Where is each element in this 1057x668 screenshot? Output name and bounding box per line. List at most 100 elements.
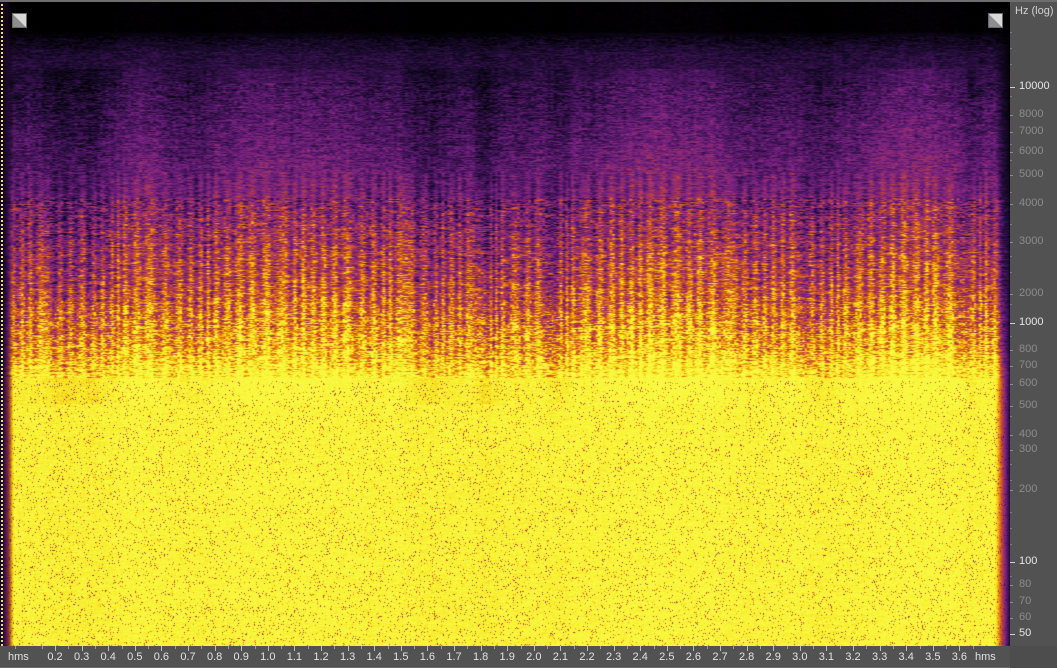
freq-tick-mark	[1010, 64, 1012, 65]
freq-tick-label: 3000	[1019, 235, 1044, 247]
resize-grip-top-left-icon[interactable]	[12, 13, 27, 28]
time-tick-mark	[454, 646, 455, 651]
time-tick-label: 3.3	[871, 651, 888, 663]
time-tick-mark	[347, 646, 349, 651]
time-tick-label: 2.6	[685, 651, 702, 663]
freq-tick-mark	[1010, 304, 1012, 305]
freq-tick-mark	[1010, 96, 1012, 97]
time-tick-mark	[400, 646, 402, 651]
freq-tick-mark	[1010, 152, 1013, 153]
time-tick-mark	[919, 646, 921, 649]
freq-tick-label: 500	[1019, 399, 1038, 411]
time-tick-mark	[946, 646, 948, 649]
freq-tick-label: 60	[1019, 611, 1032, 623]
time-tick-mark	[467, 646, 469, 649]
time-tick-mark	[640, 646, 642, 651]
spectrogram-canvas[interactable]	[0, 2, 1010, 646]
freq-tick-mark	[1010, 528, 1012, 529]
time-tick-mark	[520, 646, 522, 649]
freq-tick-label: 10000	[1019, 80, 1050, 92]
time-tick-mark	[879, 646, 881, 651]
time-tick-mark	[321, 646, 322, 651]
freq-tick-label: 50	[1019, 627, 1032, 639]
time-tick-label: 3.1	[818, 651, 835, 663]
freq-tick-label: 600	[1019, 377, 1038, 389]
freq-tick-label: 8000	[1019, 108, 1044, 120]
time-tick-label: 2.1	[552, 651, 569, 663]
freq-tick-label: 7000	[1019, 125, 1044, 137]
freq-tick-mark	[1010, 416, 1012, 417]
freq-tick-label: 800	[1019, 343, 1038, 355]
time-tick-mark	[853, 646, 854, 651]
time-tick-mark	[693, 646, 695, 651]
time-ruler-unit-right: hms	[975, 651, 996, 663]
time-tick-mark	[866, 646, 868, 649]
time-tick-mark	[294, 646, 296, 651]
time-tick-mark	[720, 646, 721, 651]
time-tick-label: 1.8	[472, 651, 489, 663]
freq-tick-label: 400	[1019, 428, 1038, 440]
freq-tick-mark	[1010, 160, 1012, 161]
time-ruler[interactable]: hms hms 0.2 0.3 0.4 0.5 0.6 0.7 0.8 0.9 1.0 1.1 1.…	[0, 646, 1010, 668]
time-tick-mark	[334, 646, 336, 649]
freq-tick-mark	[1010, 585, 1013, 586]
time-tick-mark	[932, 646, 934, 651]
frequency-axis-panel[interactable]: Hz (log) 10000 8000 7000 6000 5000 4000 3000 20…	[1010, 0, 1057, 646]
time-tick-mark	[759, 646, 761, 649]
time-tick-mark	[81, 646, 83, 651]
time-ruler-unit-left: hms	[8, 651, 29, 663]
time-tick-mark	[227, 646, 229, 649]
time-tick-label: 1.6	[419, 651, 436, 663]
time-tick-mark	[587, 646, 588, 651]
freq-tick-mark	[1010, 602, 1013, 603]
freq-tick-mark	[1010, 294, 1013, 295]
freq-tick-label: 80	[1019, 578, 1032, 590]
time-tick-label: 3.4	[898, 651, 914, 663]
time-tick-mark	[626, 646, 628, 649]
freq-tick-mark	[1010, 406, 1013, 407]
time-tick-mark	[892, 646, 894, 649]
time-tick-mark	[15, 646, 17, 649]
time-tick-label: 1.2	[313, 651, 329, 663]
time-tick-mark	[108, 646, 110, 651]
time-tick-label: 1.7	[446, 651, 462, 663]
time-tick-mark	[281, 646, 283, 649]
freq-tick-mark	[1010, 242, 1013, 243]
time-tick-mark	[746, 646, 748, 651]
time-tick-mark	[799, 646, 801, 651]
freq-tick-label: 100	[1019, 555, 1038, 567]
time-tick-mark	[786, 646, 788, 649]
spectrogram-plot[interactable]	[0, 0, 1010, 646]
time-tick-mark	[241, 646, 243, 651]
time-tick-label: 0.8	[206, 651, 223, 663]
time-tick-label: 0.2	[47, 651, 63, 663]
freq-tick-mark	[1010, 366, 1013, 367]
time-tick-mark	[360, 646, 362, 649]
time-tick-mark	[55, 646, 56, 651]
freq-tick-mark	[1010, 384, 1013, 385]
time-tick-mark	[507, 646, 509, 651]
time-tick-mark	[906, 646, 908, 651]
freq-tick-mark	[1010, 32, 1012, 33]
freq-tick-mark	[1010, 490, 1013, 491]
time-tick-mark	[188, 646, 189, 651]
freq-tick-mark	[1010, 480, 1012, 481]
freq-tick-label: 4000	[1019, 197, 1044, 209]
time-tick-label: 2.9	[765, 651, 781, 663]
freq-tick-mark	[1010, 562, 1015, 563]
time-tick-mark	[414, 646, 416, 649]
freq-tick-label: 2000	[1019, 287, 1044, 299]
time-tick-label: 1.3	[339, 651, 356, 663]
time-tick-mark	[826, 646, 828, 651]
freq-tick-mark	[1010, 544, 1012, 545]
time-tick-label: 1.5	[393, 651, 409, 663]
resize-grip-top-right-icon[interactable]	[988, 13, 1003, 28]
time-tick-label: 1.1	[286, 651, 303, 663]
time-tick-label: 2.8	[738, 651, 755, 663]
freq-tick-mark	[1010, 48, 1012, 49]
freq-tick-mark	[1010, 618, 1013, 619]
freq-tick-mark	[1010, 336, 1012, 337]
freq-tick-label: 5000	[1019, 168, 1044, 180]
freq-tick-mark	[1010, 144, 1012, 145]
